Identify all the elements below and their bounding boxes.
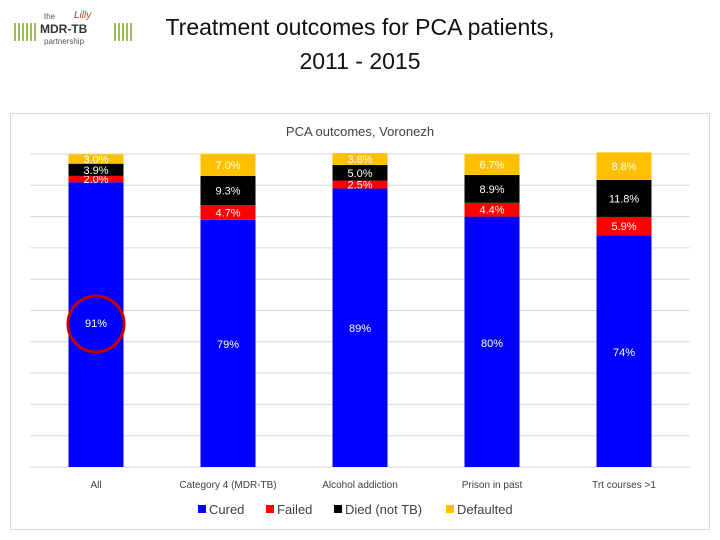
legend-label: Failed: [277, 502, 312, 517]
logo-stripes-right: [114, 23, 132, 41]
legend-swatch: [198, 505, 206, 513]
bar-segment: [200, 154, 256, 176]
data-label: 4.7%: [215, 207, 240, 219]
data-label: 80%: [481, 338, 503, 350]
data-label: 5.0%: [347, 168, 372, 180]
bar-segment: [200, 219, 256, 467]
legend-label: Cured: [209, 502, 244, 517]
logo-main: MDR-TB: [40, 22, 88, 36]
data-label: 79%: [217, 339, 239, 351]
category-label: Alcohol addiction: [322, 480, 398, 491]
data-label: 3.0%: [83, 154, 108, 166]
data-label: 74%: [613, 347, 635, 359]
data-label: 89%: [349, 323, 371, 335]
bar-segment: [332, 188, 388, 467]
category-label: All: [90, 480, 101, 491]
data-label: 2.0%: [83, 174, 108, 186]
slide-title-line-1: Treatment outcomes for PCA patients,: [165, 14, 555, 40]
data-label: 7.0%: [215, 160, 240, 172]
data-label: 8.8%: [611, 161, 636, 173]
data-label: 5.9%: [611, 221, 636, 233]
mdr-tb-partnership-logo: the Lilly MDR-TB partnership: [14, 10, 132, 46]
bar-segment: [332, 180, 388, 189]
bar-segment: [68, 182, 124, 468]
bar-segment: [464, 174, 520, 203]
logo-partnership: partnership: [44, 37, 85, 46]
bar-segment: [464, 154, 520, 175]
legend-label: Died (not TB): [345, 502, 422, 517]
data-label: 9.3%: [215, 185, 240, 197]
bar-segment: [596, 235, 652, 467]
bar-segment: [332, 153, 388, 165]
bar-segment: [68, 163, 124, 176]
bar-segment: [596, 179, 652, 217]
data-label: 91%: [85, 318, 107, 330]
logo-brand: Lilly: [74, 10, 92, 21]
slide-title: Treatment outcomes for PCA patients, 201…: [130, 10, 590, 78]
bar-segment: [68, 154, 124, 164]
logo-stripes-left: [14, 23, 36, 41]
bar-segment: [200, 205, 256, 220]
category-label: Trt courses >1: [592, 480, 656, 491]
data-label: 3.9%: [83, 165, 108, 177]
data-label: 8.9%: [479, 184, 504, 196]
bar-segment: [200, 175, 256, 206]
data-label: 6.7%: [479, 159, 504, 171]
bar-segment: [332, 164, 388, 181]
bar-segment: [464, 216, 520, 467]
data-label: 2.5%: [347, 180, 372, 192]
category-label: Category 4 (MDR-TB): [179, 480, 276, 491]
logo-the: the: [44, 12, 56, 21]
data-label: 11.8%: [609, 193, 640, 205]
legend-label: Defaulted: [457, 502, 513, 517]
legend-swatch: [266, 505, 274, 513]
data-label: 4.4%: [479, 205, 504, 217]
data-label: 3.8%: [347, 154, 372, 166]
bar-segment: [596, 152, 652, 180]
legend-swatch: [446, 505, 454, 513]
annotation-circle: [66, 294, 126, 354]
legend-swatch: [334, 505, 342, 513]
bar-segment: [464, 202, 520, 217]
bar-segment: [68, 175, 124, 183]
slide-title-line-2: 2011 - 2015: [299, 48, 421, 74]
chart-title: PCA outcomes, Voronezh: [286, 124, 434, 139]
bar-segment: [596, 216, 652, 236]
category-label: Prison in past: [462, 480, 523, 491]
chart-frame: [10, 113, 710, 530]
